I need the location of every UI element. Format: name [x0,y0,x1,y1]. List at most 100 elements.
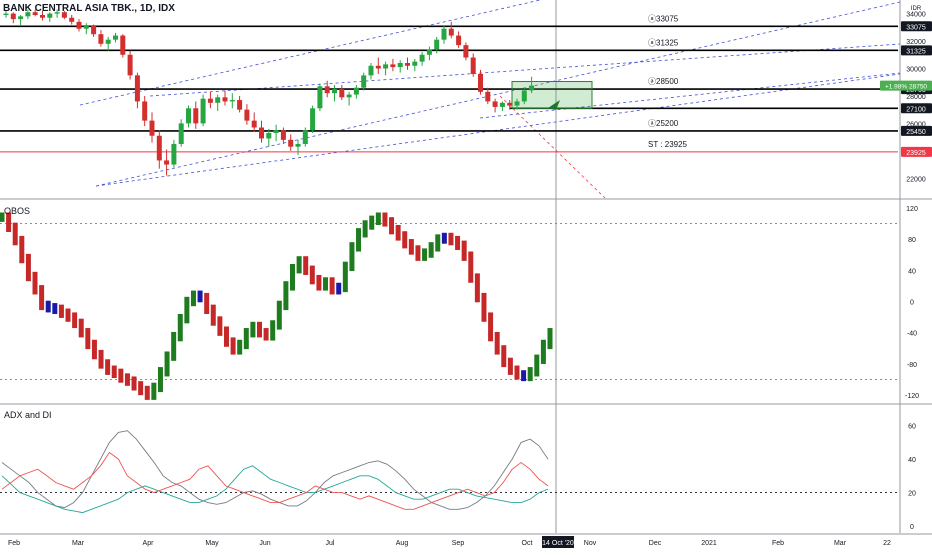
obos-bar [408,239,414,255]
candle-body [18,16,24,20]
x-axis-tick: Jun [259,540,270,547]
x-axis-tick: Sep [452,540,465,547]
obos-bar [276,300,282,330]
obos-bar [111,365,117,379]
obos-bar [210,304,216,326]
obos-axis-tick: -80 [907,362,917,369]
candle-body [215,97,221,103]
obos-bar [501,345,507,368]
current-price-tag [880,80,932,91]
x-axis-tick: Mar [72,540,85,547]
adx-axis-tick: 20 [908,491,916,498]
x-axis-tick: Nov [584,540,597,547]
candle-body [478,73,483,92]
obos-axis-tick: 80 [908,237,916,244]
obos-bar [488,312,494,342]
obos-axis-tick: 120 [906,206,918,213]
obos-bar [303,256,309,275]
candle-body [485,91,491,102]
level-badge-text-33075: 33075 [906,24,926,31]
obos-bar [342,261,348,293]
x-axis-tick: Dec [649,540,662,547]
obos-bar [448,232,454,246]
obos-bar [177,313,183,342]
x-axis-tick: Apr [143,540,155,547]
obos-bar [39,285,45,311]
x-axis-tick: Aug [396,540,409,547]
candle-body [171,143,177,165]
candle-body [54,12,60,14]
obos-bar [124,373,130,386]
candle-body [83,25,89,29]
price-axis-tick: 26000 [906,121,926,128]
arrow-marker [548,100,560,110]
obos-bar [197,290,203,303]
adx-pane [0,430,898,514]
obos-bar [402,231,408,249]
obos-bar [263,328,269,341]
obos-bar [441,232,447,244]
obos-axis-tick: -120 [905,393,919,400]
bottom-axis: Feb Mar Apr May Jun Jul Aug Sep Oct 14 Oct '20 Nov… [8,536,891,548]
obos-pane-title: OBOS [4,206,31,216]
candle-body [134,75,140,102]
obos-bar [547,328,553,350]
obos-bar [534,354,540,377]
obos-bar [12,222,18,246]
obos-bar [382,212,388,227]
x-axis-tick: Jul [326,540,335,547]
candle-body [441,28,447,40]
x-axis-tick: 2021 [701,540,717,547]
candle-body [397,63,403,68]
candle-body [463,45,469,58]
candle-body [273,130,279,133]
candle-body [288,139,294,147]
obos-bar [283,281,289,311]
obos-bar [98,349,104,369]
projection-line [499,95,606,199]
current-price-tag-text: +1.98% 28750 [885,84,927,91]
candle-body [47,13,53,18]
obos-bar [540,339,546,364]
level-label-ST: ST : 23925 [648,140,688,149]
candle-body [390,64,396,68]
channel-line-lower [95,1,901,187]
obos-bar [336,282,342,295]
candle-body [61,12,67,18]
candle-body [412,61,418,66]
cursor-date-label: 14 Oct '20 [542,540,574,547]
obos-bar [474,273,480,303]
channel-line-mid [149,43,901,97]
candle-body [529,85,535,91]
candle-body [149,120,155,136]
candle-body [25,12,31,17]
candle-body [69,17,75,22]
candle-body [76,21,82,29]
level-badge-27100 [901,103,932,114]
candle-body [295,143,301,147]
obos-bar [415,245,421,261]
candle-body [521,90,527,102]
cursor-date-badge [542,536,574,548]
candle-body [156,135,162,161]
candle-body [368,65,374,76]
obos-bar [217,316,223,336]
obos-bar [296,256,302,274]
candle-body [266,132,272,139]
candle-body [207,98,213,103]
level-label-28500: ⓐ28500 [648,77,679,86]
obos-bar [157,367,163,393]
obos-bar [25,253,31,282]
candle-body [127,54,133,76]
candle-body [244,109,250,121]
obos-bar [91,339,97,360]
currency-label: IDR [911,6,922,12]
obos-bar [521,370,527,382]
level-badge-text-25200: 25450 [906,129,926,136]
candle-body [507,102,513,106]
obos-bar [375,212,381,225]
obos-bar [230,337,236,355]
level-badge-ST [901,146,932,157]
